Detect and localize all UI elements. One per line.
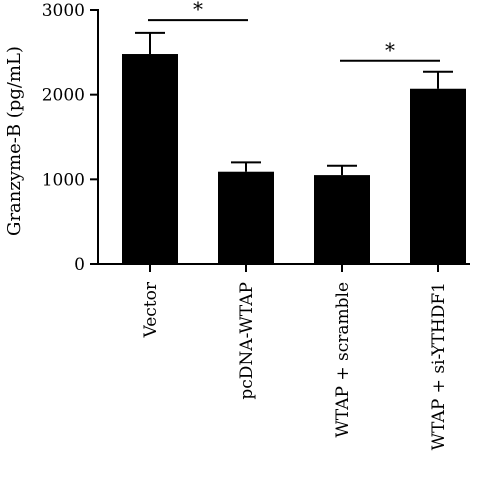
bar-2 [218, 171, 274, 264]
bar-4 [410, 88, 466, 265]
y-tick-label: 2000 [42, 86, 85, 106]
x-tick-label-4: WTAP + si-YTHDF1 [429, 282, 449, 450]
significance-star-2: * [385, 38, 395, 62]
y-axis-label: Granzyme-B (pg/mL) [4, 46, 25, 236]
bar-1 [122, 54, 178, 264]
y-tick-label: 0 [74, 255, 85, 275]
x-ticks: Vector pcDNA-WTAP WTAP + scramble WTAP + si… [141, 264, 449, 450]
bars [122, 54, 466, 265]
x-tick-label-3: WTAP + scramble [333, 282, 353, 438]
significance-star-1: * [193, 0, 203, 21]
y-ticks: 0 1000 2000 3000 [42, 1, 98, 275]
x-tick-label-2: pcDNA-WTAP [237, 282, 257, 400]
y-tick-label: 3000 [42, 1, 85, 21]
bar-3 [314, 175, 370, 264]
error-bars [135, 31, 453, 176]
significance-annotations: ** [148, 0, 440, 62]
y-tick-label: 1000 [42, 170, 85, 190]
x-tick-label-1: Vector [141, 281, 161, 338]
